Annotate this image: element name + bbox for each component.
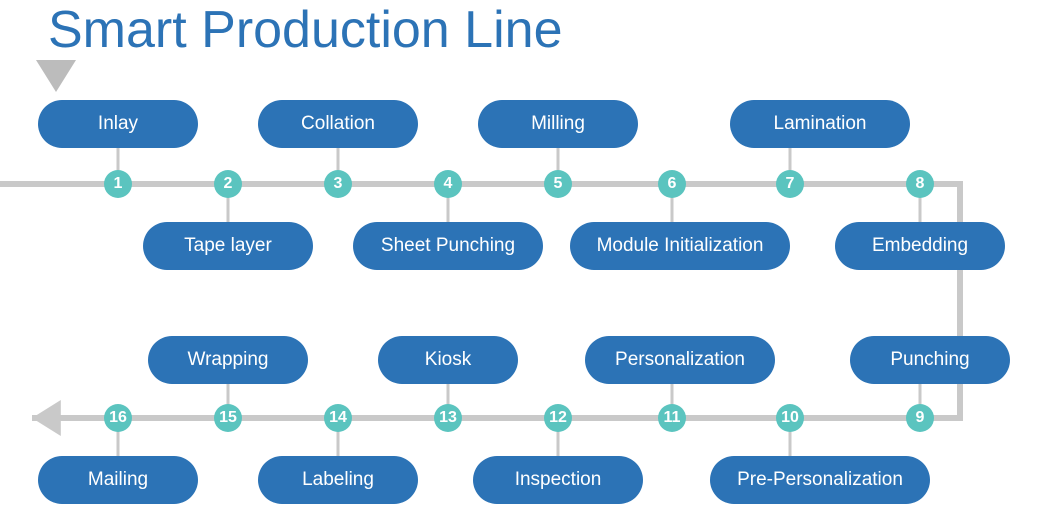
step-module-initialization: Module Initialization: [570, 222, 790, 270]
step-personalization: Personalization: [585, 336, 775, 384]
step-number-3: 3: [324, 170, 352, 198]
step-number-6: 6: [658, 170, 686, 198]
step-mailing: Mailing: [38, 456, 198, 504]
step-number-1: 1: [104, 170, 132, 198]
step-labeling: Labeling: [258, 456, 418, 504]
step-number-14: 14: [324, 404, 352, 432]
step-sheet-punching: Sheet Punching: [353, 222, 543, 270]
diagram-title: Smart Production Line: [48, 0, 563, 60]
step-number-4: 4: [434, 170, 462, 198]
step-number-16: 16: [104, 404, 132, 432]
step-tape-layer: Tape layer: [143, 222, 313, 270]
step-number-15: 15: [214, 404, 242, 432]
step-number-13: 13: [434, 404, 462, 432]
step-kiosk: Kiosk: [378, 336, 518, 384]
step-number-10: 10: [776, 404, 804, 432]
step-number-5: 5: [544, 170, 572, 198]
step-wrapping: Wrapping: [148, 336, 308, 384]
step-number-7: 7: [776, 170, 804, 198]
step-number-9: 9: [906, 404, 934, 432]
step-milling: Milling: [478, 100, 638, 148]
step-pre-personalization: Pre-Personalization: [710, 456, 930, 504]
step-embedding: Embedding: [835, 222, 1005, 270]
step-inlay: Inlay: [38, 100, 198, 148]
step-number-2: 2: [214, 170, 242, 198]
step-number-8: 8: [906, 170, 934, 198]
step-collation: Collation: [258, 100, 418, 148]
step-inspection: Inspection: [473, 456, 643, 504]
step-punching: Punching: [850, 336, 1010, 384]
step-number-12: 12: [544, 404, 572, 432]
step-number-11: 11: [658, 404, 686, 432]
step-lamination: Lamination: [730, 100, 910, 148]
